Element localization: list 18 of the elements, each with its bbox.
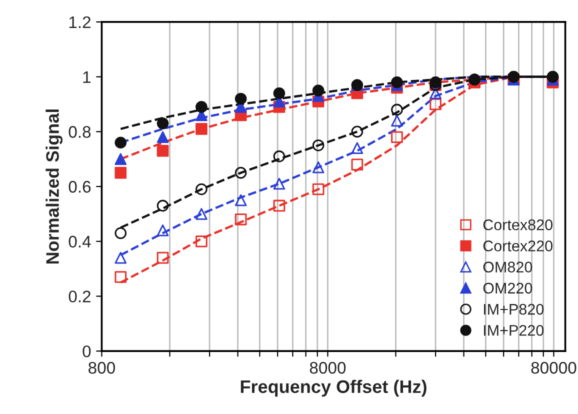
x-axis-title: Frequency Offset (Hz) [240,380,426,397]
y-tick-label: 0.8 [68,126,91,138]
legend-label: IM+P820 [484,304,544,315]
legend-label: IM+P220 [484,325,544,336]
y-tick-label: 1 [83,71,90,83]
x-tick-label: 80000 [531,362,576,374]
x-tick-label: 8000 [310,362,346,374]
x-tick-label: 800 [88,362,115,374]
legend-label: Cortex220 [483,240,552,252]
y-tick-label: 0.2 [68,290,90,302]
y-tick-label: 0.4 [68,236,91,248]
y-tick-label: 0 [82,345,91,358]
legend-label: Cortex820 [483,219,552,230]
y-tick-label: 1.2 [69,16,90,28]
y-tick-label: 0.6 [68,180,91,193]
y-axis-title: Normalized Signal [46,110,63,264]
legend-label: OM220 [483,282,532,294]
legend-label: OM820 [483,262,532,272]
